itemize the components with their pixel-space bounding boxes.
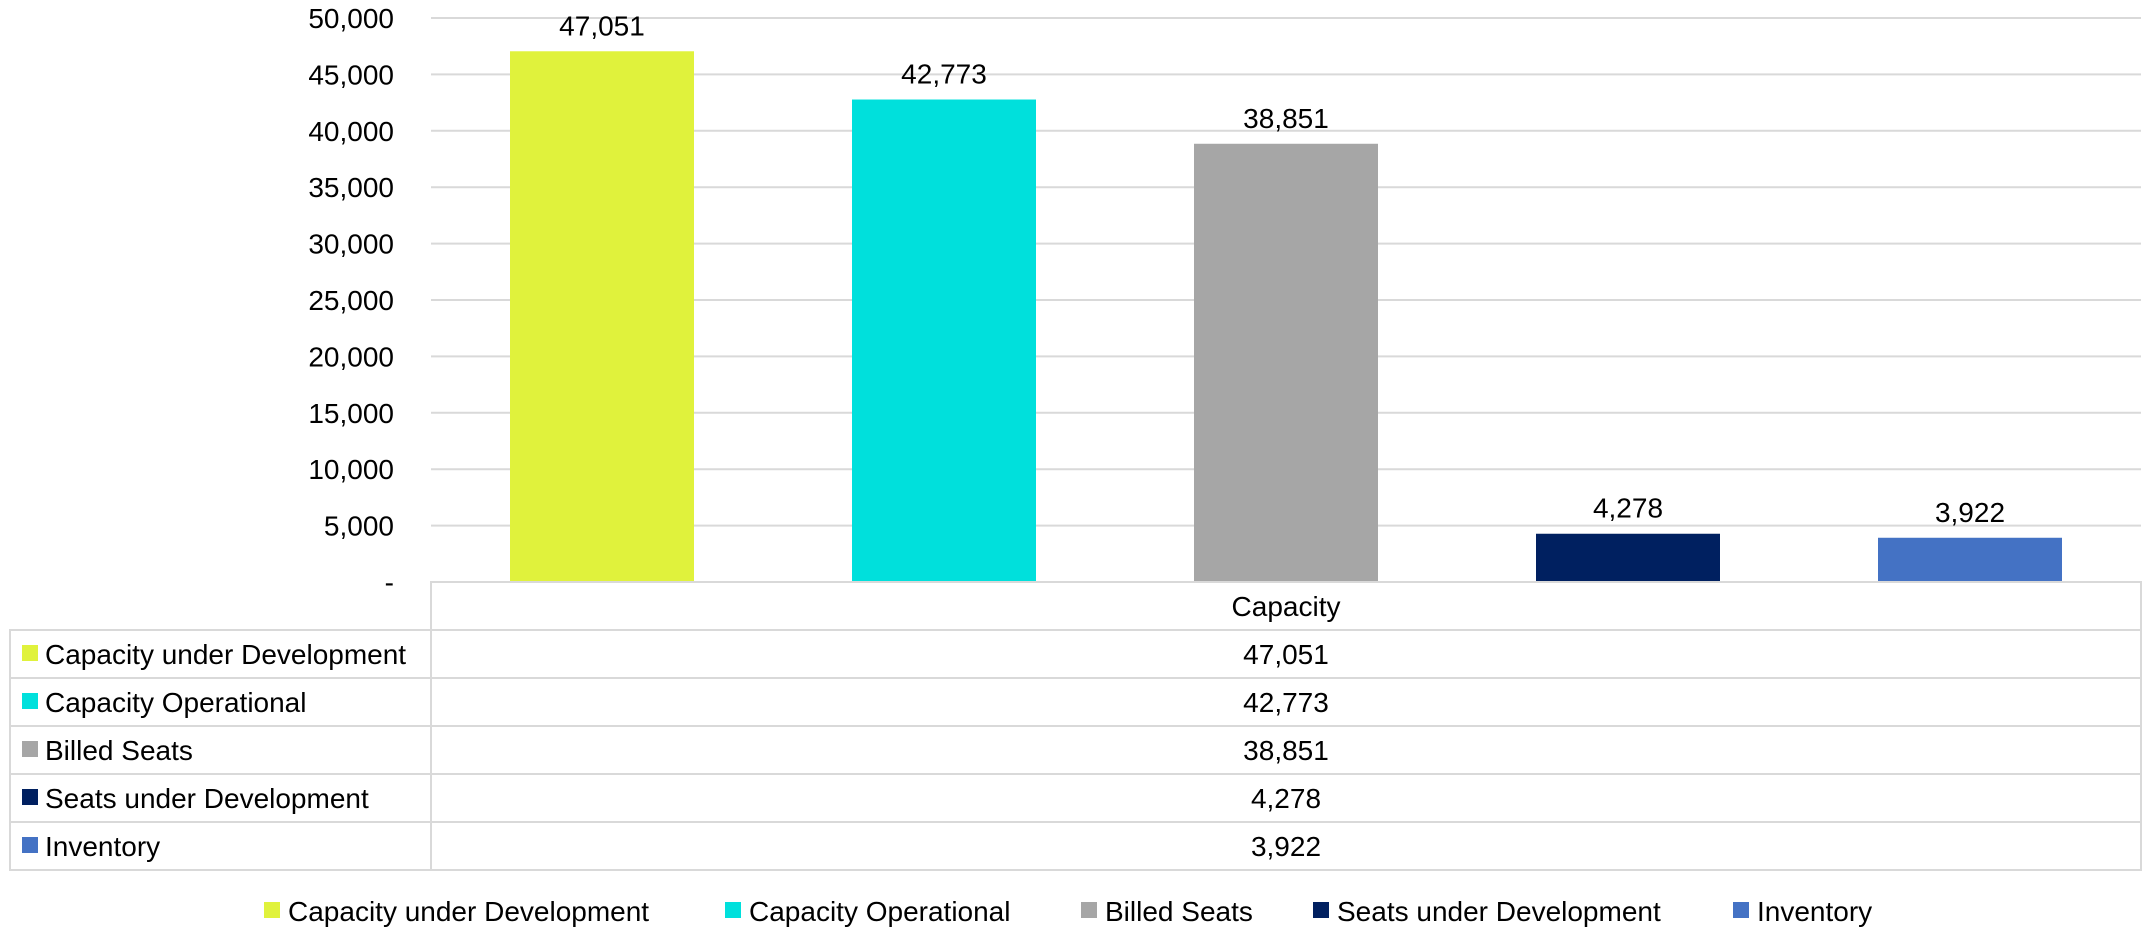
legend-label: Inventory — [1757, 896, 1872, 927]
table-legend-key — [22, 741, 38, 757]
y-tick-label: 35,000 — [308, 172, 394, 203]
data-label: 4,278 — [1593, 493, 1663, 524]
y-tick-label: 5,000 — [324, 511, 394, 542]
bar — [1194, 143, 1378, 582]
y-tick-label: - — [385, 567, 394, 598]
data-label: 42,773 — [901, 59, 987, 90]
table-row-label: Capacity Operational — [45, 687, 306, 718]
y-axis: - 5,000 10,000 15,000 20,000 25,000 30,000 35,0… — [308, 3, 394, 598]
legend-swatch — [1733, 902, 1749, 918]
legend: Capacity under Development Capacity Opera… — [264, 896, 1872, 927]
table-legend-key — [22, 837, 38, 853]
table-row-label: Inventory — [45, 831, 160, 862]
table-row-value: 4,278 — [1251, 783, 1321, 814]
bar — [1878, 537, 2062, 582]
legend-label: Seats under Development — [1337, 896, 1661, 927]
bars: 47,051 42,773 38,851 4,278 3,922 — [510, 10, 2062, 583]
legend-label: Billed Seats — [1105, 896, 1253, 927]
table-row-label: Billed Seats — [45, 735, 193, 766]
y-tick-label: 45,000 — [308, 59, 394, 90]
table-row-label: Capacity under Development — [45, 639, 406, 670]
table-row-label: Seats under Development — [45, 783, 369, 814]
table-legend-key — [22, 693, 38, 709]
data-label: 3,922 — [1935, 497, 2005, 528]
table-row-value: 38,851 — [1243, 735, 1329, 766]
legend-label: Capacity Operational — [749, 896, 1010, 927]
y-tick-label: 50,000 — [308, 3, 394, 34]
legend-swatch — [1313, 902, 1329, 918]
table-legend-key — [22, 789, 38, 805]
data-label: 47,051 — [559, 10, 645, 41]
bar — [1536, 533, 1720, 582]
table-row-value: 3,922 — [1251, 831, 1321, 862]
legend-swatch — [725, 902, 741, 918]
y-tick-label: 20,000 — [308, 341, 394, 372]
y-tick-label: 30,000 — [308, 229, 394, 260]
bar — [510, 51, 694, 583]
table-value-cell — [430, 821, 2142, 871]
y-tick-label: 15,000 — [308, 398, 394, 429]
legend-swatch — [1081, 902, 1097, 918]
y-tick-label: 10,000 — [308, 454, 394, 485]
table-legend-key — [22, 645, 38, 661]
table-header-label: Capacity — [1232, 591, 1341, 622]
table-row-value: 42,773 — [1243, 687, 1329, 718]
y-tick-label: 40,000 — [308, 116, 394, 147]
legend-label: Capacity under Development — [288, 896, 649, 927]
bar — [852, 99, 1036, 582]
table-row-value: 47,051 — [1243, 639, 1329, 670]
legend-swatch — [264, 902, 280, 918]
data-table: Capacity Capacity under Development 47,051… — [9, 581, 2142, 871]
y-tick-label: 25,000 — [308, 285, 394, 316]
data-label: 38,851 — [1243, 103, 1329, 134]
